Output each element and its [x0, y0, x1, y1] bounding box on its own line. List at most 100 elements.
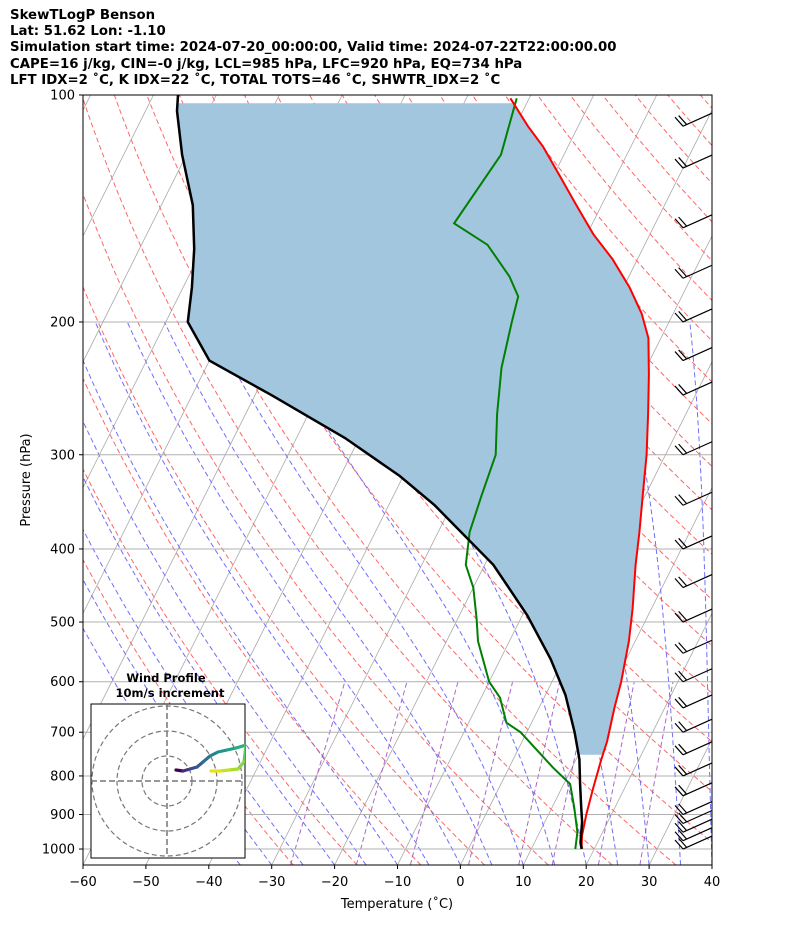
barb-flag	[678, 837, 688, 848]
wind-barb	[674, 835, 713, 850]
dewpoint-line	[452, 98, 579, 850]
barb-shaft	[682, 264, 713, 279]
barb-flag	[678, 349, 688, 360]
barb-flag	[674, 539, 684, 550]
moist-adiabat	[207, 321, 524, 865]
wind-barb	[674, 535, 713, 550]
wind-barb	[674, 809, 713, 825]
wind-barb	[674, 308, 713, 323]
cape-area	[177, 103, 649, 755]
moist-adiabat	[689, 321, 712, 865]
mixing-ratio-line	[597, 681, 635, 865]
barb-flag	[674, 814, 684, 824]
dry-adiabat	[113, 95, 677, 865]
mixing-ratio-line	[355, 681, 408, 865]
barb-flag	[678, 642, 688, 653]
barb-shaft	[682, 668, 713, 683]
barb-flag	[674, 268, 684, 279]
x-tick-label: 0	[456, 875, 464, 890]
barb-flag	[678, 696, 688, 707]
x-axis-label: Temperature (˚C)	[340, 896, 453, 912]
x-tick-label: 10	[515, 875, 532, 890]
barb-flag	[678, 821, 688, 831]
barb-flag	[678, 384, 688, 394]
isotherm-line	[83, 95, 154, 237]
barb-flag	[674, 831, 684, 842]
barb-flag	[674, 822, 684, 833]
barb-shaft	[682, 639, 713, 654]
moist-adiabat	[126, 321, 461, 865]
y-tick-label: 600	[50, 675, 75, 690]
dry-adiabat	[504, 95, 712, 342]
barb-shaft	[682, 800, 713, 816]
barb-flag	[674, 805, 684, 815]
chart-title: SkewTLogP Benson	[10, 8, 156, 23]
x-tick-label: −20	[321, 875, 348, 890]
inset-subtitle: 10m/s increment	[116, 686, 225, 700]
barb-shaft	[682, 154, 713, 169]
barb-flag	[674, 158, 684, 169]
moist-adiabat	[743, 322, 750, 865]
dry-adiabat	[537, 95, 712, 302]
wind-barb	[674, 112, 713, 127]
moist-adiabat	[610, 321, 681, 865]
x-tick-label: 20	[578, 875, 595, 890]
barb-flag	[674, 722, 684, 733]
y-tick-label: 300	[50, 448, 75, 463]
barb-flag	[678, 611, 688, 621]
x-tick-label: −30	[258, 875, 285, 890]
isotherm-line	[585, 612, 712, 865]
wind-barbs	[674, 112, 713, 850]
barb-shaft	[682, 827, 713, 842]
axes: −60 −50 −40 −30 −20 −10 0 10 20 30 40 1000 900 800 700…	[42, 89, 720, 891]
barb-flag	[678, 576, 688, 587]
barb-flag	[674, 445, 684, 456]
isotherm-line	[648, 738, 712, 865]
barb-flag	[678, 784, 688, 795]
barb-flag	[678, 443, 688, 454]
barb-shaft	[682, 718, 713, 733]
wind-barb	[674, 608, 713, 623]
y-tick-label: 1000	[42, 843, 75, 858]
moist-adiabat	[83, 359, 398, 865]
barb-flag	[674, 698, 684, 709]
wind-barb	[674, 491, 713, 506]
wind-barb	[674, 573, 713, 589]
dry-adiabat	[667, 95, 712, 147]
y-tick-label: 500	[50, 616, 75, 631]
x-tick-label: −60	[69, 875, 96, 890]
x-tick-label: −40	[195, 875, 222, 890]
barb-flag	[678, 537, 688, 548]
barb-shaft	[682, 782, 713, 797]
barb-flag	[678, 267, 688, 278]
barb-shaft	[682, 535, 713, 550]
barb-shaft	[682, 741, 713, 756]
inset-title: Wind Profile	[126, 671, 206, 685]
dry-adiabat	[83, 377, 422, 865]
y-tick-label: 400	[50, 542, 75, 557]
barb-flag	[678, 310, 688, 321]
moist-adiabat	[163, 321, 493, 865]
barb-shaft	[682, 214, 713, 229]
barb-shaft	[682, 491, 713, 506]
barb-flag	[674, 745, 684, 756]
barb-flag	[674, 672, 684, 683]
index-text: LFT IDX=2 ˚C, K IDX=22 ˚C, TOTAL TOTS=46…	[10, 72, 501, 88]
barb-shaft	[682, 835, 713, 850]
moist-adiabat	[83, 475, 336, 865]
wind-barb	[674, 381, 713, 396]
wind-barb	[674, 639, 713, 654]
wind-barb	[674, 668, 713, 683]
time-text: Simulation start time: 2024-07-20_00:00:…	[10, 40, 617, 56]
parcel-line	[175, 95, 584, 850]
wind-barb	[674, 827, 713, 842]
wind-profile-inset: Wind Profile 10m/s increment	[90, 671, 246, 859]
temperature-line	[509, 97, 650, 850]
mixing-ratio-line	[518, 681, 561, 865]
barb-flag	[678, 157, 688, 167]
barb-flag	[674, 766, 684, 777]
dry-adiabat	[83, 285, 485, 865]
barb-flag	[678, 216, 688, 227]
barb-flag	[674, 495, 684, 506]
